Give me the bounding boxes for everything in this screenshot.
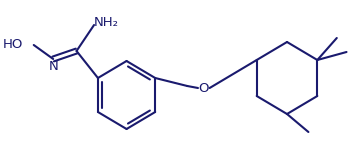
- Text: NH₂: NH₂: [94, 16, 119, 30]
- Text: O: O: [199, 81, 209, 94]
- Text: HO: HO: [3, 38, 23, 51]
- Text: N: N: [48, 60, 58, 72]
